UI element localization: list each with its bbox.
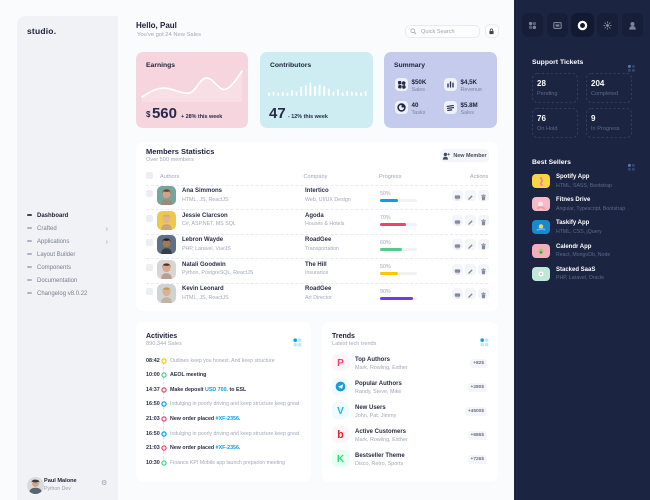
svg-text:K: K — [337, 454, 345, 465]
svg-text:b: b — [337, 429, 344, 441]
svg-text:V: V — [337, 406, 344, 417]
svg-text:P: P — [337, 358, 344, 369]
